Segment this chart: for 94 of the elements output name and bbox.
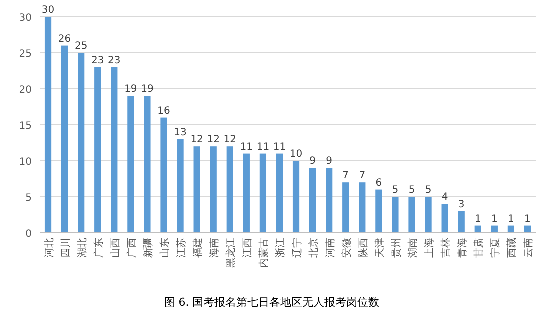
bar xyxy=(276,154,284,233)
x-tick-label: 西藏 xyxy=(506,238,518,258)
data-label: 9 xyxy=(326,156,333,168)
data-label: 1 xyxy=(508,214,514,225)
x-tick-label: 湖南 xyxy=(407,238,419,258)
bar xyxy=(442,204,448,233)
bar xyxy=(128,96,134,233)
y-tick-label: 5 xyxy=(26,193,32,204)
x-tick-label: 宁夏 xyxy=(490,238,502,258)
bar xyxy=(425,197,432,233)
bar xyxy=(243,154,250,233)
data-label: 1 xyxy=(524,214,531,225)
bar xyxy=(408,197,416,233)
data-label: 19 xyxy=(124,84,138,96)
bar xyxy=(309,168,316,233)
bar xyxy=(226,146,234,233)
x-tick-label: 湖北 xyxy=(76,238,88,258)
bar xyxy=(359,182,366,233)
data-label: 5 xyxy=(425,185,432,196)
data-label: 30 xyxy=(42,5,55,16)
bar xyxy=(458,211,465,233)
x-tick-label: 内蒙古 xyxy=(258,238,270,268)
x-tick-label: 新疆 xyxy=(142,238,154,258)
bar xyxy=(61,46,68,233)
x-tick-label: 四川 xyxy=(60,238,72,258)
data-label: 25 xyxy=(74,41,88,52)
data-label: 26 xyxy=(58,34,72,45)
data-label: 1 xyxy=(474,214,482,225)
x-tick-label: 云南 xyxy=(522,238,535,258)
bar xyxy=(144,96,151,233)
x-tick-label: 上海 xyxy=(424,238,436,258)
bar xyxy=(392,197,399,233)
data-label: 13 xyxy=(174,127,187,138)
x-tick-label: 海南 xyxy=(208,238,221,258)
bar xyxy=(160,118,168,233)
x-tick-label: 广西 xyxy=(126,238,138,258)
y-tick-label: 0 xyxy=(26,229,32,240)
x-tick-label: 江苏 xyxy=(176,238,188,258)
bar xyxy=(111,67,118,233)
data-label: 10 xyxy=(290,149,303,160)
x-tick-label: 福建 xyxy=(192,238,204,258)
x-tick-label: 黑龙江 xyxy=(225,238,238,268)
data-label: 5 xyxy=(408,185,416,196)
y-tick-label: 20 xyxy=(19,85,32,96)
data-label: 1 xyxy=(491,214,498,225)
x-tick-label: 江西 xyxy=(242,238,254,258)
bar xyxy=(210,146,217,233)
data-label: 23 xyxy=(108,55,121,66)
y-tick-label: 10 xyxy=(19,157,32,168)
data-label: 12 xyxy=(190,134,204,146)
bar xyxy=(260,154,267,233)
x-tick-label: 青海 xyxy=(456,238,469,258)
x-tick-label: 山东 xyxy=(159,238,171,258)
bar xyxy=(326,168,333,233)
data-label: 6 xyxy=(376,178,382,189)
data-label: 7 xyxy=(359,170,366,182)
x-tick-label: 吉林 xyxy=(440,238,452,258)
data-label: 12 xyxy=(224,134,236,146)
data-label: 19 xyxy=(141,84,154,96)
x-tick-label: 河北 xyxy=(43,238,56,258)
x-tick-label: 北京 xyxy=(308,238,320,258)
x-tick-label: 河南 xyxy=(324,238,336,258)
x-tick-label: 安徽 xyxy=(340,238,353,258)
data-label: 23 xyxy=(92,55,104,66)
y-tick-label: 25 xyxy=(19,49,32,60)
x-tick-label: 陕西 xyxy=(357,238,370,258)
x-tick-label: 山西 xyxy=(109,238,122,258)
bar xyxy=(342,182,350,233)
bar xyxy=(292,161,300,233)
data-label: 16 xyxy=(158,106,170,117)
x-tick-label: 浙江 xyxy=(274,238,287,258)
x-tick-label: 天津 xyxy=(374,238,386,258)
data-label: 9 xyxy=(310,156,316,168)
bar xyxy=(78,53,85,233)
data-label: 11 xyxy=(240,142,254,153)
bar xyxy=(376,190,382,233)
y-tick-label: 30 xyxy=(19,13,32,24)
data-label: 12 xyxy=(207,134,220,146)
data-label: 5 xyxy=(392,185,399,196)
x-tick-label: 广东 xyxy=(92,238,105,258)
bar xyxy=(94,67,102,233)
data-label: 4 xyxy=(442,192,448,204)
bar xyxy=(44,17,52,233)
x-tick-label: 辽宁 xyxy=(291,238,304,258)
data-label: 7 xyxy=(342,170,350,182)
bar xyxy=(194,146,200,233)
data-label: 3 xyxy=(458,199,465,210)
y-tick-label: 15 xyxy=(19,121,32,132)
data-label: 11 xyxy=(256,142,270,153)
x-tick-label: 甘肃 xyxy=(473,238,486,258)
data-label: 11 xyxy=(273,142,286,153)
text: 图 6. 国考报名第七日各地区无人报考岗位数 xyxy=(164,296,380,309)
x-tick-label: 贵州 xyxy=(390,238,402,258)
bar xyxy=(177,139,184,233)
